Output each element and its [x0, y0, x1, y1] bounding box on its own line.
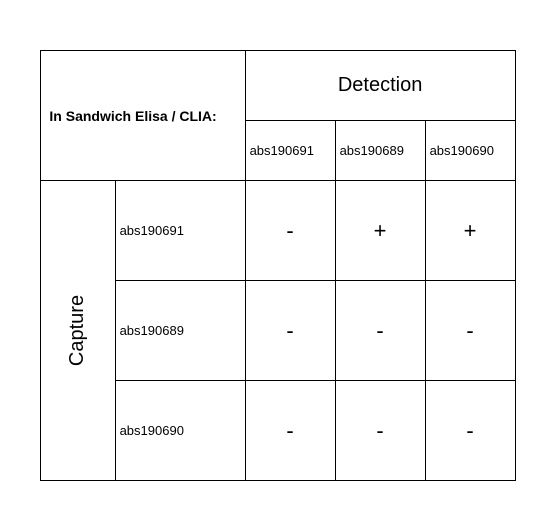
- cell-0-0: -: [245, 181, 335, 281]
- cell-2-1: -: [335, 381, 425, 481]
- cell-1-1: -: [335, 281, 425, 381]
- capture-row-0: abs190691: [115, 181, 245, 281]
- cell-1-0: -: [245, 281, 335, 381]
- data-row-0: Capture abs190691 - + +: [41, 181, 515, 281]
- cell-1-2: -: [425, 281, 515, 381]
- detection-col-2: abs190690: [425, 121, 515, 181]
- capture-header: Capture: [41, 181, 115, 481]
- detection-col-0: abs190691: [245, 121, 335, 181]
- capture-row-1: abs190689: [115, 281, 245, 381]
- corner-label: In Sandwich Elisa / CLIA:: [41, 51, 245, 181]
- cell-0-2: +: [425, 181, 515, 281]
- capture-row-2: abs190690: [115, 381, 245, 481]
- elisa-matrix-table: In Sandwich Elisa / CLIA: Detection abs1…: [10, 30, 545, 501]
- cell-2-2: -: [425, 381, 515, 481]
- detection-col-1: abs190689: [335, 121, 425, 181]
- cell-0-1: +: [335, 181, 425, 281]
- data-table: In Sandwich Elisa / CLIA: Detection abs1…: [40, 50, 515, 481]
- detection-header: Detection: [245, 51, 515, 121]
- cell-2-0: -: [245, 381, 335, 481]
- header-row-1: In Sandwich Elisa / CLIA: Detection: [41, 51, 515, 121]
